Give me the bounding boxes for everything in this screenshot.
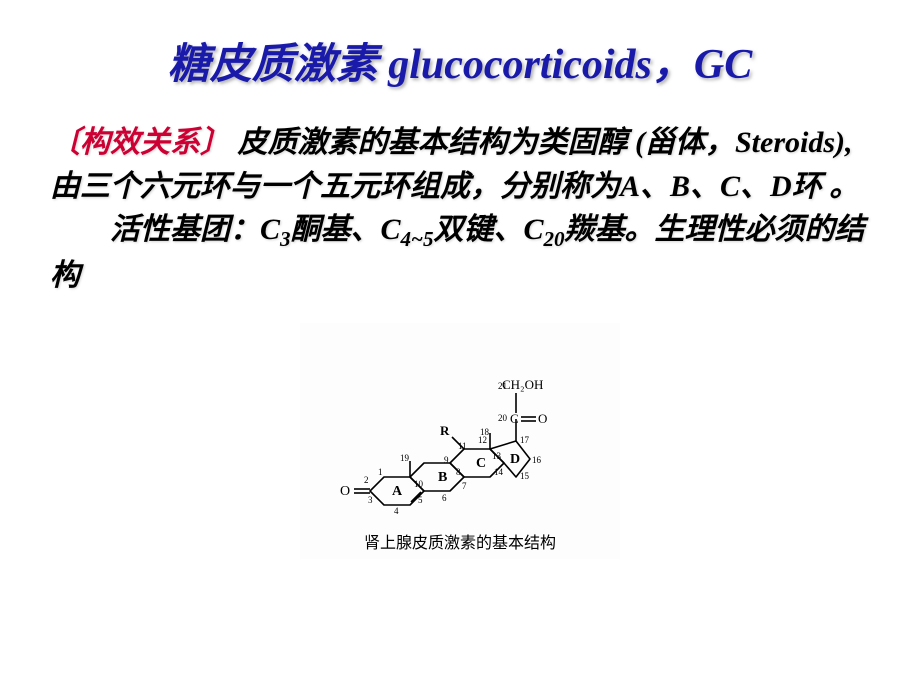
num-13: 13 [492, 451, 502, 461]
diagram-caption: 肾上腺皮质激素的基本结构 [320, 529, 600, 553]
num-20: 20 [498, 413, 508, 423]
label-C20: C [510, 411, 519, 426]
label-R: R [440, 423, 450, 438]
num-11: 11 [458, 441, 467, 451]
num-3: 3 [368, 495, 373, 505]
para2-mid2: 双键、C [434, 213, 544, 246]
diagram-container: O A B C D R C O CH₂OH 1 2 [50, 323, 870, 559]
slide-title: 糖皮质激素 glucocorticoids，GC [50, 30, 870, 91]
steroid-diagram: O A B C D R C O CH₂OH 1 2 [300, 323, 620, 559]
num-6: 6 [442, 493, 447, 503]
ring-label-A: A [392, 484, 403, 499]
num-16: 16 [532, 455, 542, 465]
label-CH2OH: CH₂OH [502, 377, 543, 392]
num-2: 2 [364, 475, 369, 485]
para2-sub3: 20 [544, 227, 565, 251]
num-1: 1 [378, 467, 383, 477]
label-O-right: O [538, 411, 547, 426]
label-O-left: O [340, 484, 350, 499]
body-paragraph-2: 活性基团：C3酮基、C4~5双键、C20羰基。生理性必须的结构 [50, 208, 870, 298]
num-17: 17 [520, 435, 530, 445]
num-4: 4 [394, 506, 399, 516]
steroid-svg: O A B C D R C O CH₂OH 1 2 [320, 331, 600, 521]
para2-sub1: 3 [280, 227, 291, 251]
num-21: 21 [498, 381, 507, 391]
num-10: 10 [414, 479, 424, 489]
num-8: 8 [456, 467, 461, 477]
section-label: 〔构效关系〕 [50, 126, 230, 159]
num-5: 5 [418, 495, 423, 505]
num-14: 14 [494, 467, 504, 477]
para2-prefix: 活性基团：C [110, 213, 280, 246]
ring-label-B: B [438, 470, 447, 485]
ring-label-D: D [510, 452, 520, 467]
num-7: 7 [462, 481, 467, 491]
num-19: 19 [400, 453, 410, 463]
num-9: 9 [444, 455, 449, 465]
num-18: 18 [480, 427, 490, 437]
ring-label-C: C [476, 456, 486, 471]
body-paragraph-1: 〔构效关系〕 皮质激素的基本结构为类固醇 (甾体，Steroids), 由三个六… [50, 121, 870, 208]
num-15: 15 [520, 471, 530, 481]
para2-mid1: 酮基、C [291, 213, 401, 246]
para2-sub2: 4~5 [401, 227, 434, 251]
slide-container: 糖皮质激素 glucocorticoids，GC 〔构效关系〕 皮质激素的基本结… [0, 0, 920, 690]
